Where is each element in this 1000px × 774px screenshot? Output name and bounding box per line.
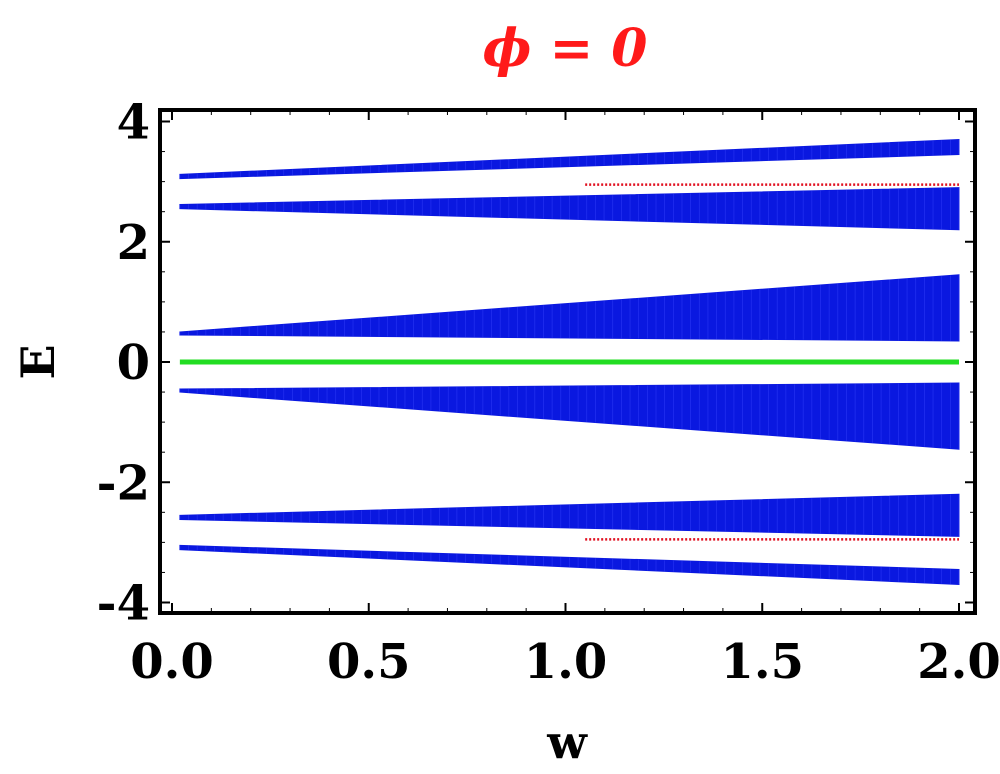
x-tick-label: 0.0 xyxy=(130,634,214,690)
x-tick-label: 2.0 xyxy=(917,634,1000,690)
y-tick-label: 2 xyxy=(117,215,150,271)
y-tick-label: 0 xyxy=(117,335,150,391)
energy-band-4-samples xyxy=(179,383,960,450)
energy-band-6-samples xyxy=(179,545,960,585)
energy-band-1-samples xyxy=(179,139,960,179)
x-tick-label: 0.5 xyxy=(327,634,411,690)
line-layer xyxy=(179,183,959,541)
x-tick-label: 1.0 xyxy=(524,634,608,690)
energy-band-3-samples xyxy=(179,274,960,341)
x-axis-label: w xyxy=(546,715,588,769)
band-layer xyxy=(179,139,960,585)
y-tick-label: 4 xyxy=(117,95,150,151)
energy-band-5-samples xyxy=(179,494,960,537)
y-tick-label: -2 xyxy=(97,455,150,511)
y-axis-label: E xyxy=(11,344,65,379)
y-tick-label: -4 xyxy=(97,576,150,632)
tick-layer: 0.0 0.5 1.0 1.5 2.0 4 2 0 -2 -4 xyxy=(97,95,1000,691)
chart-title: ϕ = 0 xyxy=(483,18,648,79)
x-tick-label: 1.5 xyxy=(720,634,804,690)
energy-band-2-samples xyxy=(179,187,960,230)
